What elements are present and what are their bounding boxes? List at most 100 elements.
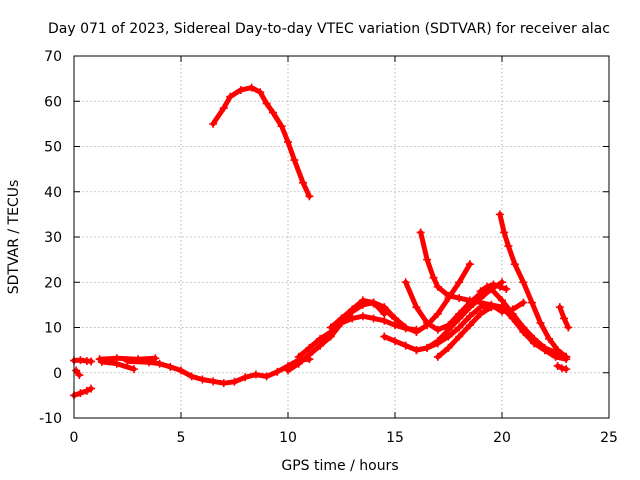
data-point	[294, 352, 303, 361]
data-point	[564, 323, 573, 332]
data-point	[557, 364, 566, 373]
data-point	[433, 352, 442, 361]
data-point	[401, 323, 410, 332]
series-s16	[433, 303, 571, 364]
data-point	[144, 358, 153, 367]
plot-frame	[73, 55, 610, 419]
data-point	[358, 312, 367, 321]
data-series	[70, 83, 573, 400]
y-tick-label: 0	[53, 366, 62, 382]
data-point	[251, 370, 260, 379]
data-point	[504, 242, 513, 251]
data-point	[560, 314, 569, 323]
series-s6	[123, 355, 314, 388]
data-point	[219, 104, 228, 113]
data-point	[298, 178, 307, 187]
data-point	[369, 298, 378, 307]
data-point	[369, 314, 378, 323]
data-point	[391, 337, 399, 346]
data-point	[483, 282, 492, 291]
data-point	[284, 137, 292, 146]
data-point	[495, 282, 504, 291]
data-point	[316, 341, 325, 350]
data-point	[545, 334, 554, 343]
y-tick-label: 60	[44, 94, 62, 110]
data-point	[401, 341, 410, 350]
data-point	[326, 332, 335, 341]
data-point	[256, 88, 265, 97]
data-point	[316, 334, 325, 343]
data-point	[551, 352, 560, 361]
data-point	[337, 314, 346, 323]
x-tick-labels: 0 5 10 15 20 25	[70, 430, 618, 446]
series-line	[328, 297, 387, 330]
data-point	[380, 316, 389, 325]
data-point	[269, 108, 278, 117]
series-s19	[553, 361, 571, 374]
series-s7	[209, 83, 314, 201]
data-point	[444, 332, 453, 341]
y-tick-label: -10	[39, 411, 62, 427]
series-s17	[495, 210, 571, 361]
data-point	[112, 359, 121, 368]
data-point	[129, 365, 138, 374]
data-point	[465, 321, 474, 330]
data-point	[562, 365, 571, 374]
data-point	[166, 362, 175, 371]
y-tick-label: 40	[44, 185, 62, 201]
data-point	[527, 298, 536, 307]
y-axis-label: SDTVAR / TECUs	[6, 180, 22, 295]
data-point	[433, 309, 442, 318]
data-point	[423, 255, 432, 264]
data-point	[87, 357, 96, 366]
y-tick-label: 70	[44, 49, 62, 65]
y-tick-label: 10	[44, 321, 62, 337]
data-point	[562, 352, 571, 361]
data-point	[465, 260, 474, 269]
data-point	[401, 278, 410, 287]
data-point	[247, 83, 256, 92]
data-point	[412, 303, 421, 312]
data-point	[498, 296, 506, 305]
data-point	[555, 303, 564, 312]
data-point	[416, 228, 425, 237]
data-point	[519, 298, 528, 307]
data-point	[348, 305, 357, 314]
data-point	[305, 192, 314, 201]
data-point	[97, 357, 106, 366]
data-point	[489, 280, 498, 289]
data-point	[230, 377, 239, 386]
data-point	[465, 296, 474, 305]
data-point	[465, 312, 474, 321]
series-line	[210, 85, 312, 199]
x-tick-label: 20	[493, 430, 511, 446]
data-point	[76, 389, 85, 398]
data-point	[444, 291, 453, 300]
data-point	[476, 298, 485, 307]
data-point	[219, 379, 228, 388]
data-point	[455, 323, 464, 332]
data-point	[391, 321, 399, 330]
series-s20	[476, 280, 511, 296]
x-axis-label: GPS time / hours	[281, 458, 398, 474]
data-point	[433, 339, 442, 348]
data-point	[348, 314, 357, 323]
data-point	[226, 92, 235, 101]
series-s15	[416, 228, 528, 316]
data-point	[209, 119, 218, 128]
data-point	[75, 371, 84, 380]
data-point	[87, 384, 96, 393]
y-tick-label: 30	[44, 230, 62, 246]
data-point	[487, 303, 496, 312]
data-point	[429, 273, 438, 282]
data-point	[177, 366, 185, 375]
data-point	[391, 314, 399, 323]
data-point	[530, 337, 539, 346]
data-point	[423, 343, 432, 352]
data-point	[553, 346, 562, 355]
series-s2	[72, 366, 84, 380]
y-tick-labels: -10 0 10 20 30 40 50 60 70	[39, 49, 62, 427]
data-point	[380, 309, 389, 318]
data-point	[540, 346, 549, 355]
